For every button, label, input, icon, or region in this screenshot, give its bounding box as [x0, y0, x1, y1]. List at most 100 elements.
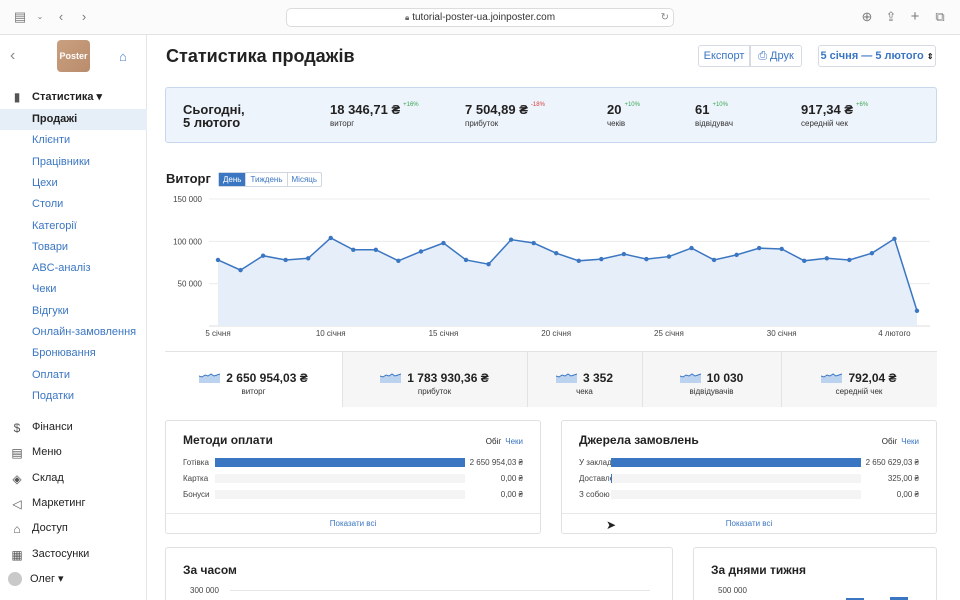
- sidebar-section-4[interactable]: ⌂ Доступ: [0, 519, 147, 539]
- logo[interactable]: Poster: [57, 40, 90, 72]
- data-point[interactable]: [531, 240, 536, 246]
- show-all-payments-link[interactable]: Показати всі: [166, 513, 540, 533]
- tab-overview-icon[interactable]: ⧉: [935, 9, 945, 24]
- data-point[interactable]: [328, 235, 333, 241]
- tab-period[interactable]: Тиждень: [246, 173, 288, 186]
- sidebar-item[interactable]: Товари: [32, 240, 69, 253]
- toggle-checks[interactable]: Чеки: [505, 437, 523, 446]
- tab-period[interactable]: День: [219, 173, 247, 186]
- data-point[interactable]: [802, 258, 807, 264]
- data-point[interactable]: [441, 240, 446, 246]
- total-label: чека: [576, 387, 593, 396]
- sidebar-section-0[interactable]: $ Фінанси: [0, 418, 147, 438]
- sidebar-item[interactable]: Продажі: [0, 109, 147, 130]
- sidebar-section-label: Доступ: [32, 522, 68, 535]
- cash-register-icon[interactable]: ⌂: [119, 49, 127, 64]
- data-point[interactable]: [305, 256, 311, 261]
- toggle-turnover[interactable]: Обіг: [485, 437, 502, 446]
- sort-arrows-icon: ⇕: [926, 52, 934, 61]
- data-point[interactable]: [554, 250, 559, 256]
- data-point[interactable]: [396, 258, 401, 264]
- data-point[interactable]: [621, 251, 627, 257]
- sidebar-item[interactable]: ABC-аналіз: [32, 262, 91, 275]
- sidebar-item[interactable]: Податки: [32, 389, 75, 402]
- date-range-select[interactable]: 5 січня — 5 лютого ⇕: [818, 45, 936, 67]
- sidebar-section-1[interactable]: ▤ Меню: [0, 443, 147, 463]
- data-point[interactable]: [283, 257, 288, 263]
- show-all-sources-link[interactable]: Показати всі: [562, 513, 936, 533]
- data-point[interactable]: [644, 256, 649, 262]
- sources-toggle[interactable]: Обіг Чеки: [882, 437, 919, 446]
- sidebar-item[interactable]: Бронювання: [32, 347, 96, 360]
- sidebar-item[interactable]: Категорії: [32, 219, 77, 232]
- totals-row: 2 650 954,03 ₴ виторг 1 783 930,36 ₴ прибут…: [165, 351, 937, 407]
- chevron-down-icon[interactable]: ⌄: [36, 12, 44, 21]
- data-point[interactable]: [711, 257, 717, 263]
- printer-icon: ⎙: [758, 50, 771, 62]
- data-point[interactable]: [463, 257, 469, 263]
- divider: [527, 352, 528, 407]
- download-icon[interactable]: ⊕: [861, 9, 873, 24]
- export-button[interactable]: Експорт: [698, 45, 750, 67]
- data-point[interactable]: [576, 258, 581, 264]
- today-summary: Сьогодні, 5 лютого 18 346,71 ₴ +16% виторг…: [165, 87, 937, 143]
- collapse-sidebar-icon[interactable]: ‹: [10, 47, 16, 64]
- address-bar[interactable]: 🔒︎ tutorial-poster-ua.joinposter.com ↻: [286, 8, 674, 27]
- sidebar-item[interactable]: Столи: [32, 198, 64, 211]
- row-name: У закладі: [579, 458, 614, 467]
- data-point[interactable]: [418, 249, 424, 254]
- data-point[interactable]: [508, 237, 514, 242]
- toggle-turnover[interactable]: Обіг: [881, 437, 898, 446]
- breakdown-row: Картка 0,00 ₴: [183, 473, 523, 485]
- sidebar-item[interactable]: Чеки: [32, 283, 57, 296]
- print-button[interactable]: ⎙ Друк: [750, 45, 802, 67]
- reload-icon[interactable]: ↻: [660, 12, 669, 23]
- data-point[interactable]: [824, 256, 830, 261]
- bar-fill: [611, 458, 861, 467]
- data-point[interactable]: [689, 245, 694, 251]
- data-point[interactable]: [734, 252, 739, 258]
- browser-toolbar: ▤ ⌄ ‹ › 🔒︎ tutorial-poster-ua.joinposter.…: [0, 0, 960, 35]
- lock-icon: ⌂: [13, 522, 21, 537]
- sidebar-item[interactable]: Працівники: [32, 155, 90, 168]
- sidebar-toggle-icon[interactable]: ▤: [13, 9, 27, 24]
- share-icon[interactable]: ⇪: [885, 9, 897, 24]
- sidebar-section-statistics[interactable]: ▮ Статистика ▾: [0, 87, 147, 107]
- data-point[interactable]: [779, 246, 784, 252]
- user-menu[interactable]: Олег ▾: [8, 572, 64, 587]
- data-point[interactable]: [756, 245, 762, 251]
- data-point[interactable]: [892, 236, 897, 241]
- sidebar-section-5[interactable]: ▦ Застосунки: [0, 545, 147, 565]
- data-point[interactable]: [351, 247, 356, 252]
- sidebar-section-3[interactable]: ◁ Маркетинг: [0, 494, 147, 514]
- data-point[interactable]: [260, 253, 266, 258]
- payments-toggle[interactable]: Обіг Чеки: [486, 437, 523, 446]
- sidebar-item[interactable]: Онлайн-замовлення: [32, 326, 137, 338]
- back-arrow-icon[interactable]: ‹: [58, 9, 64, 24]
- toggle-checks[interactable]: Чеки: [901, 437, 919, 446]
- y-tick-label: 50 000: [178, 280, 203, 289]
- sparkline-icon: [199, 373, 221, 384]
- data-point[interactable]: [238, 267, 243, 273]
- tab-period[interactable]: Місяць: [291, 175, 318, 184]
- data-point[interactable]: [914, 308, 920, 313]
- data-point[interactable]: [869, 250, 875, 256]
- kpi: 7 504,89 ₴ -18% прибуток: [465, 102, 545, 128]
- sidebar-item[interactable]: Клієнти: [32, 134, 71, 147]
- data-point[interactable]: [215, 257, 221, 263]
- sidebar-item[interactable]: Відгуки: [32, 304, 69, 317]
- data-point[interactable]: [666, 254, 672, 259]
- forward-arrow-icon[interactable]: ›: [81, 9, 87, 24]
- sidebar-item[interactable]: Оплати: [32, 368, 70, 381]
- data-point[interactable]: [486, 261, 491, 267]
- sparkline-line: [380, 373, 402, 378]
- sidebar-item[interactable]: Цехи: [32, 176, 58, 189]
- new-tab-icon[interactable]: +: [910, 8, 920, 25]
- today-label: Сьогодні, 5 лютого: [183, 102, 245, 130]
- gridline: [230, 590, 650, 591]
- data-point[interactable]: [599, 256, 604, 262]
- sidebar-section-2[interactable]: ◈ Склад: [0, 469, 147, 489]
- row-amount: 0,00 ₴: [500, 490, 523, 499]
- data-point[interactable]: [373, 247, 379, 252]
- data-point[interactable]: [847, 257, 852, 263]
